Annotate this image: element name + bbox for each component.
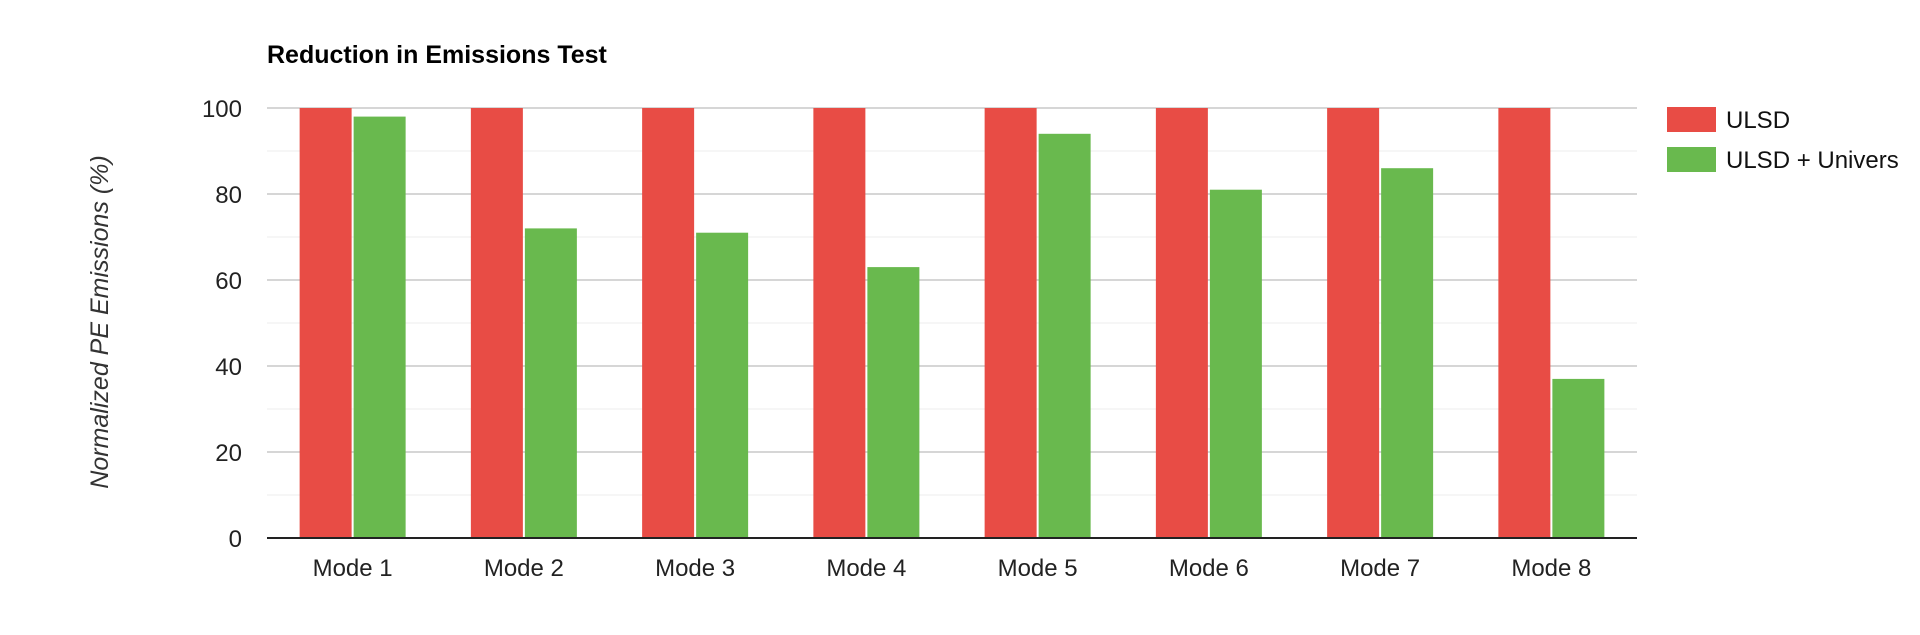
bar-ulsd-plus-1 (353, 116, 406, 538)
bar-ulsd-plus-6 (1209, 189, 1262, 538)
y-tick-label: 0 (229, 526, 242, 553)
bar-ulsd-4 (813, 108, 866, 538)
bars (299, 108, 1605, 539)
bar-ulsd-3 (642, 108, 695, 538)
x-tick-label: Mode 4 (826, 555, 906, 582)
bar-ulsd-plus-3 (696, 232, 749, 538)
y-tick-label: 80 (215, 182, 242, 209)
x-tick-label: Mode 7 (1340, 555, 1420, 582)
bar-ulsd-2 (470, 108, 523, 538)
legend: ULSD ULSD + Univers (1667, 107, 1899, 174)
y-axis-ticks: 0 20 40 60 80 100 (202, 96, 242, 553)
bar-ulsd-5 (984, 108, 1037, 538)
bar-ulsd-6 (1155, 108, 1208, 538)
x-tick-label: Mode 3 (655, 555, 735, 582)
legend-label: ULSD + Univers (1726, 147, 1899, 174)
x-tick-label: Mode 2 (484, 555, 564, 582)
x-axis-ticks: Mode 1 Mode 2 Mode 3 Mode 4 Mode 5 Mode 6 Mode… (313, 555, 1592, 582)
bar-ulsd-plus-5 (1038, 133, 1091, 539)
x-tick-label: Mode 1 (313, 555, 393, 582)
y-tick-label: 20 (215, 440, 242, 467)
bar-ulsd-8 (1498, 108, 1551, 538)
y-tick-label: 60 (215, 268, 242, 295)
bar-ulsd-7 (1327, 108, 1380, 538)
y-axis-label: Normalized PE Emissions (%) (86, 155, 114, 488)
bar-ulsd-plus-8 (1552, 378, 1605, 538)
bar-ulsd-1 (299, 108, 352, 538)
legend-swatch (1667, 107, 1716, 132)
x-tick-label: Mode 8 (1511, 555, 1591, 582)
bar-ulsd-plus-4 (867, 267, 920, 538)
y-tick-label: 40 (215, 354, 242, 381)
x-tick-label: Mode 5 (998, 555, 1078, 582)
x-tick-label: Mode 6 (1169, 555, 1249, 582)
legend-swatch (1667, 147, 1716, 172)
bar-ulsd-plus-2 (524, 228, 577, 538)
chart-title: Reduction in Emissions Test (267, 41, 608, 69)
legend-label: ULSD (1726, 107, 1790, 134)
bar-ulsd-plus-7 (1381, 168, 1434, 538)
y-tick-label: 100 (202, 96, 242, 123)
